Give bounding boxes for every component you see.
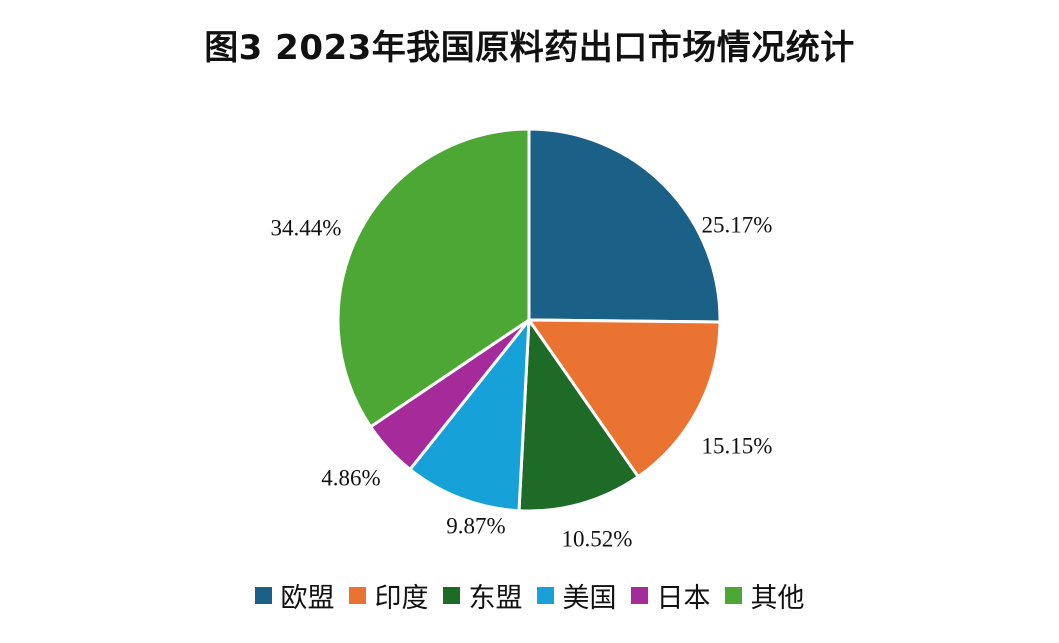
legend-swatch	[254, 587, 272, 604]
data-label-3: 10.52%	[562, 526, 633, 551]
legend-label: 其他	[750, 583, 805, 614]
data-label-4: 9.87%	[446, 513, 505, 538]
legend-item-6: 其他	[724, 576, 805, 615]
legend-item-1: 欧盟	[254, 576, 335, 615]
legend-label: 日本	[656, 583, 711, 614]
pie-data-labels: 25.17% 15.15% 10.52% 9.87% 4.86% 34.44%	[271, 212, 773, 551]
legend-label: 美国	[562, 583, 617, 614]
data-label-6: 34.44%	[271, 215, 342, 240]
legend-label: 欧盟	[280, 583, 335, 614]
data-label-2: 15.15%	[702, 433, 773, 458]
legend-item-4: 美国	[536, 576, 617, 615]
pie-slice-1	[527, 127, 722, 324]
legend-label: 东盟	[468, 583, 523, 614]
legend-label: 印度	[374, 583, 429, 614]
data-label-1: 25.17%	[702, 212, 773, 237]
legend-swatch	[630, 587, 648, 604]
chart-title: 图3 2023年我国原料药出口市场情况统计	[204, 28, 855, 68]
pie-slice-6	[336, 127, 531, 429]
legend: 欧盟 印度 东盟 美国 日本 其他	[0, 576, 1059, 615]
pie-slice-4	[408, 318, 531, 513]
pie-slice-2	[527, 318, 722, 479]
legend-swatch	[442, 587, 460, 604]
legend-item-5: 日本	[630, 576, 711, 615]
data-label-5: 4.86%	[321, 465, 380, 490]
legend-swatch	[536, 587, 554, 604]
legend-item-2: 印度	[348, 576, 429, 615]
pie-slices	[336, 127, 722, 513]
legend-item-3: 东盟	[442, 576, 523, 615]
legend-swatch	[348, 587, 366, 604]
pie-slice-3	[517, 318, 640, 513]
legend-swatch	[724, 587, 742, 604]
